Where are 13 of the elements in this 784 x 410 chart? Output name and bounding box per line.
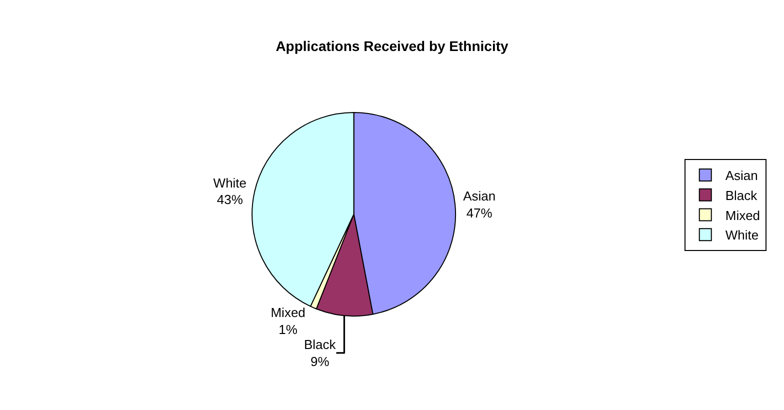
data-label: 47% [466, 205, 493, 220]
data-label: 1% [278, 322, 298, 338]
slice-label: Asian [463, 188, 496, 204]
legend-label: Asian [725, 168, 758, 184]
legend-label: Mixed [725, 208, 760, 223]
data-label: 9% [310, 354, 330, 369]
data-label: 43% [216, 192, 244, 208]
slice-label: Black [304, 337, 336, 352]
legend-label: Black [725, 188, 758, 203]
chart-title: Applications Received by Ethnicity [276, 38, 509, 54]
slice-label: White [213, 175, 247, 190]
slice-label: Mixed [270, 305, 306, 320]
legend-label: White [725, 228, 759, 243]
